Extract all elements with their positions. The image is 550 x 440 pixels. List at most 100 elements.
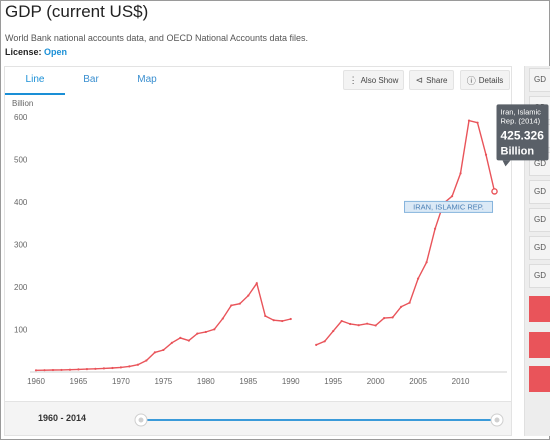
tab-bar[interactable]: Bar: [83, 74, 99, 85]
details-button[interactable]: ⓘ Details: [460, 70, 510, 90]
data-point[interactable]: [204, 330, 207, 334]
series-line: [315, 119, 496, 346]
data-point[interactable]: [264, 314, 267, 318]
data-point[interactable]: [425, 261, 428, 264]
y-tick-label: 500: [14, 156, 28, 165]
data-point[interactable]: [450, 195, 454, 198]
data-point[interactable]: [179, 336, 182, 339]
tab-line[interactable]: Line: [5, 67, 65, 95]
data-point[interactable]: [323, 340, 326, 343]
data-point[interactable]: [94, 367, 97, 370]
data-point[interactable]: [467, 119, 471, 122]
tooltip-unit: Billion: [501, 145, 535, 157]
data-point[interactable]: [34, 369, 38, 372]
y-tick-label: 400: [14, 198, 28, 207]
data-point[interactable]: [272, 319, 275, 322]
data-point[interactable]: [374, 324, 377, 327]
data-point[interactable]: [162, 348, 165, 352]
tooltip-value: 425.326: [501, 128, 545, 142]
data-point[interactable]: [255, 282, 258, 285]
y-tick-label: 600: [14, 113, 28, 122]
data-point[interactable]: [238, 302, 241, 305]
data-point[interactable]: [128, 365, 131, 368]
data-point[interactable]: [383, 317, 386, 320]
data-point[interactable]: [433, 227, 437, 230]
data-point[interactable]: [119, 366, 123, 369]
data-point[interactable]: [247, 294, 250, 297]
data-point[interactable]: [221, 317, 224, 320]
data-point[interactable]: [68, 368, 72, 371]
data-point[interactable]: [153, 351, 156, 354]
rail-item[interactable]: GD: [529, 180, 550, 204]
data-point[interactable]: [196, 332, 199, 335]
data-point[interactable]: [484, 153, 488, 156]
data-point[interactable]: [60, 368, 63, 372]
data-point[interactable]: [51, 368, 55, 372]
data-point[interactable]: [85, 368, 89, 371]
related-tile[interactable]: [529, 332, 550, 358]
data-point[interactable]: [366, 322, 369, 325]
value-tooltip: Iran, Islamic Rep. (2014) 425.326 Billio…: [496, 104, 549, 167]
slider-end-grip: [494, 417, 500, 423]
data-point[interactable]: [476, 121, 479, 124]
year-range-label: 1960 - 2014: [38, 413, 87, 423]
data-point[interactable]: [315, 343, 318, 347]
data-point[interactable]: [187, 339, 190, 342]
data-point[interactable]: [281, 319, 284, 323]
x-tick-label: 1975: [154, 377, 172, 386]
share-icon: ⊲: [415, 74, 424, 85]
data-point[interactable]: [349, 322, 352, 326]
x-tick-label: 2000: [367, 377, 385, 386]
year-range-slider[interactable]: [134, 413, 504, 427]
chart-panel: Line Bar Map ⋮ Also Show ⊲ Share ⓘ Detai…: [4, 66, 512, 436]
data-point[interactable]: [170, 341, 173, 344]
share-button[interactable]: ⊲ Share: [409, 70, 454, 90]
data-point[interactable]: [391, 316, 394, 319]
rail-item[interactable]: GD: [529, 236, 550, 260]
data-point[interactable]: [111, 366, 114, 370]
x-tick-label: 1990: [282, 377, 300, 386]
rail-item[interactable]: GD: [529, 264, 550, 288]
data-point[interactable]: [230, 304, 233, 307]
data-point[interactable]: [459, 172, 462, 175]
data-point[interactable]: [332, 329, 335, 333]
license-link[interactable]: Open: [44, 47, 68, 57]
data-point[interactable]: [340, 319, 343, 323]
data-point[interactable]: [400, 305, 403, 308]
series-tag-label: IRAN, ISLAMIC REP.: [413, 203, 484, 212]
data-point[interactable]: [136, 363, 139, 366]
slider-start-grip: [138, 417, 144, 423]
more-vertical-icon: ⋮: [348, 74, 358, 85]
tooltip-country: Iran, Islamic: [501, 107, 542, 116]
highlighted-point[interactable]: [491, 188, 498, 195]
data-point[interactable]: [357, 324, 360, 327]
data-point[interactable]: [416, 277, 420, 280]
x-tick-label: 1965: [70, 377, 88, 386]
x-tick-label: 1970: [112, 377, 130, 386]
also-show-button[interactable]: ⋮ Also Show: [343, 70, 404, 90]
related-tile[interactable]: [529, 366, 550, 392]
rail-item[interactable]: GD: [529, 68, 550, 92]
related-tile[interactable]: [529, 296, 550, 322]
y-axis-label: Billion: [12, 99, 33, 108]
data-point[interactable]: [102, 367, 106, 370]
chart-type-tabs: Line Bar Map: [5, 67, 215, 95]
share-label: Share: [426, 75, 448, 85]
data-point[interactable]: [43, 369, 46, 372]
data-point[interactable]: [77, 368, 80, 371]
y-tick-label: 100: [14, 326, 28, 335]
data-source: World Bank national accounts data, and O…: [5, 33, 309, 43]
x-tick-label: 1980: [197, 377, 215, 386]
data-point[interactable]: [408, 301, 411, 304]
data-point[interactable]: [145, 359, 148, 362]
data-point[interactable]: [289, 317, 292, 321]
license-label: License:: [5, 47, 42, 57]
x-tick-label: 1995: [324, 377, 342, 386]
rail-item[interactable]: GD: [529, 208, 550, 232]
license-line: License: Open: [5, 47, 67, 57]
y-tick-label: 300: [14, 241, 28, 250]
x-tick-label: 2010: [452, 377, 470, 386]
tab-map[interactable]: Map: [137, 74, 157, 85]
data-point[interactable]: [213, 328, 216, 331]
